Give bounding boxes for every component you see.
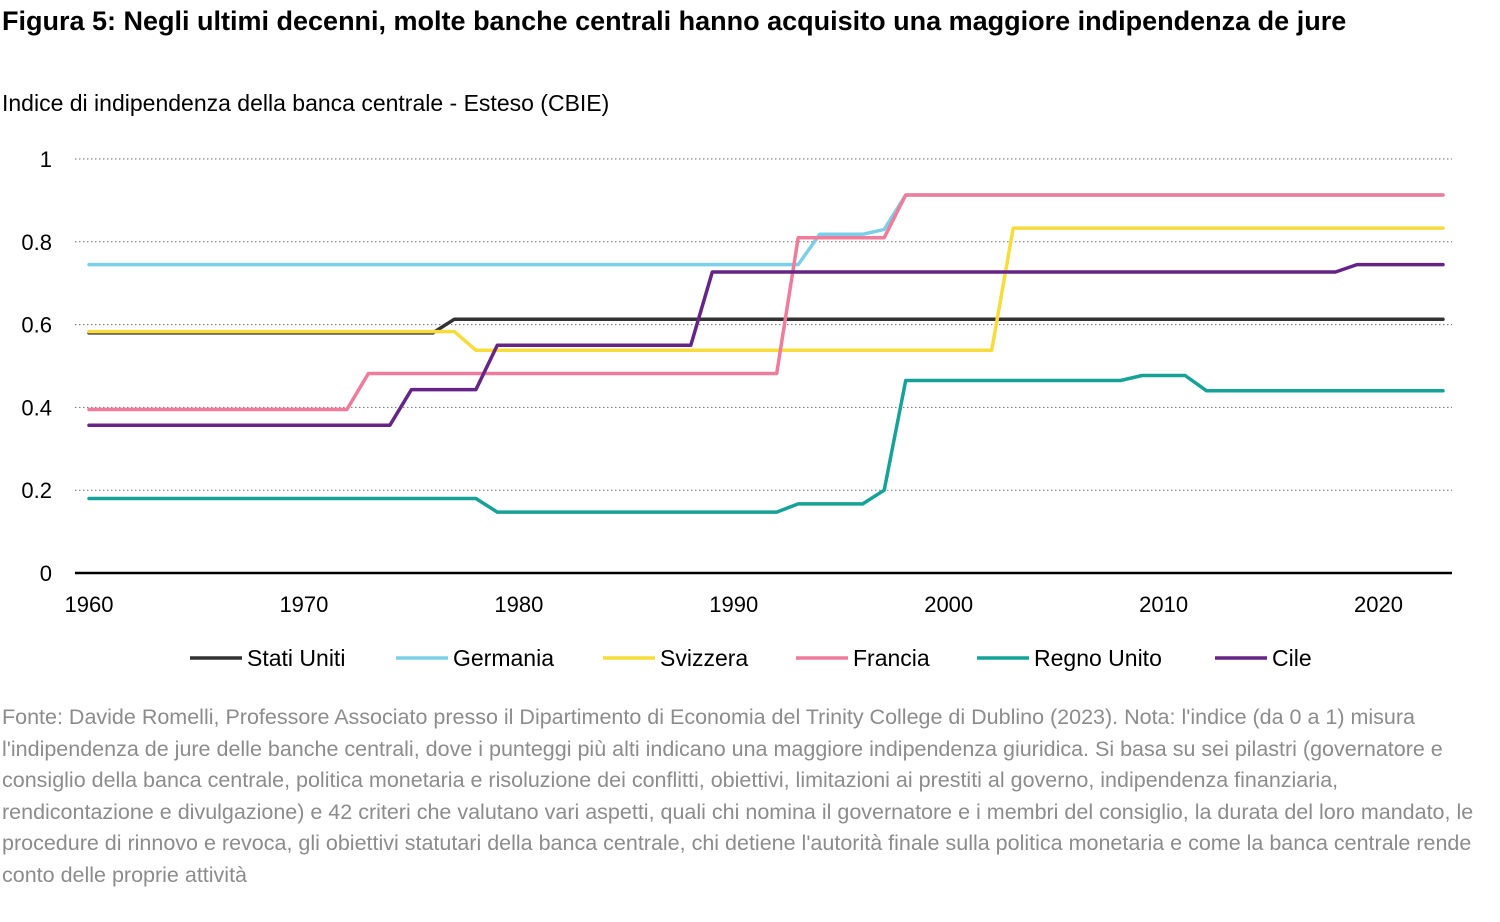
series-line-francia bbox=[87, 193, 1445, 412]
y-tick-label: 0.6 bbox=[21, 313, 52, 338]
x-tick-label: 1990 bbox=[709, 592, 758, 617]
legend-label-stati-uniti: Stati Uniti bbox=[247, 645, 345, 671]
x-tick-label: 1960 bbox=[65, 592, 114, 617]
y-tick-label: 0.8 bbox=[21, 230, 52, 255]
y-tick-label: 0.2 bbox=[21, 478, 52, 503]
axes: 0 0.2 0.4 0.6 0.8 1 1960 1970 1980 1990 2000 2010 20… bbox=[21, 147, 1452, 617]
legend: Stati Uniti Germania Svizzera Francia Regno … bbox=[190, 645, 1312, 671]
legend-label-cile: Cile bbox=[1272, 645, 1312, 671]
x-tick-label: 2020 bbox=[1354, 592, 1403, 617]
series-line-cile bbox=[87, 262, 1445, 427]
source-note: Fonte: Davide Romelli, Professore Associ… bbox=[2, 705, 1474, 887]
chart-subtitle: Indice di indipendenza della banca centr… bbox=[2, 90, 610, 116]
y-tick-label: 1 bbox=[40, 147, 52, 172]
y-tick-label: 0 bbox=[40, 561, 52, 586]
series-lines bbox=[87, 193, 1445, 514]
x-tick-label: 1980 bbox=[494, 592, 543, 617]
legend-label-germania: Germania bbox=[453, 645, 554, 671]
x-tick-label: 1970 bbox=[279, 592, 328, 617]
gridlines bbox=[75, 158, 1452, 491]
legend-label-francia: Francia bbox=[853, 645, 930, 671]
x-tick-label: 2010 bbox=[1139, 592, 1188, 617]
legend-label-regno-unito: Regno Unito bbox=[1034, 645, 1162, 671]
legend-label-svizzera: Svizzera bbox=[660, 645, 748, 671]
series-line-regno-unito bbox=[87, 373, 1445, 514]
y-tick-label: 0.4 bbox=[21, 395, 52, 420]
x-tick-label: 2000 bbox=[924, 592, 973, 617]
chart-title: Figura 5: Negli ultimi decenni, molte ba… bbox=[2, 6, 1347, 36]
line-chart: 0 0.2 0.4 0.6 0.8 1 1960 1970 1980 1990 2000 2010 20… bbox=[21, 147, 1452, 671]
series-line-svizzera bbox=[87, 226, 1445, 353]
